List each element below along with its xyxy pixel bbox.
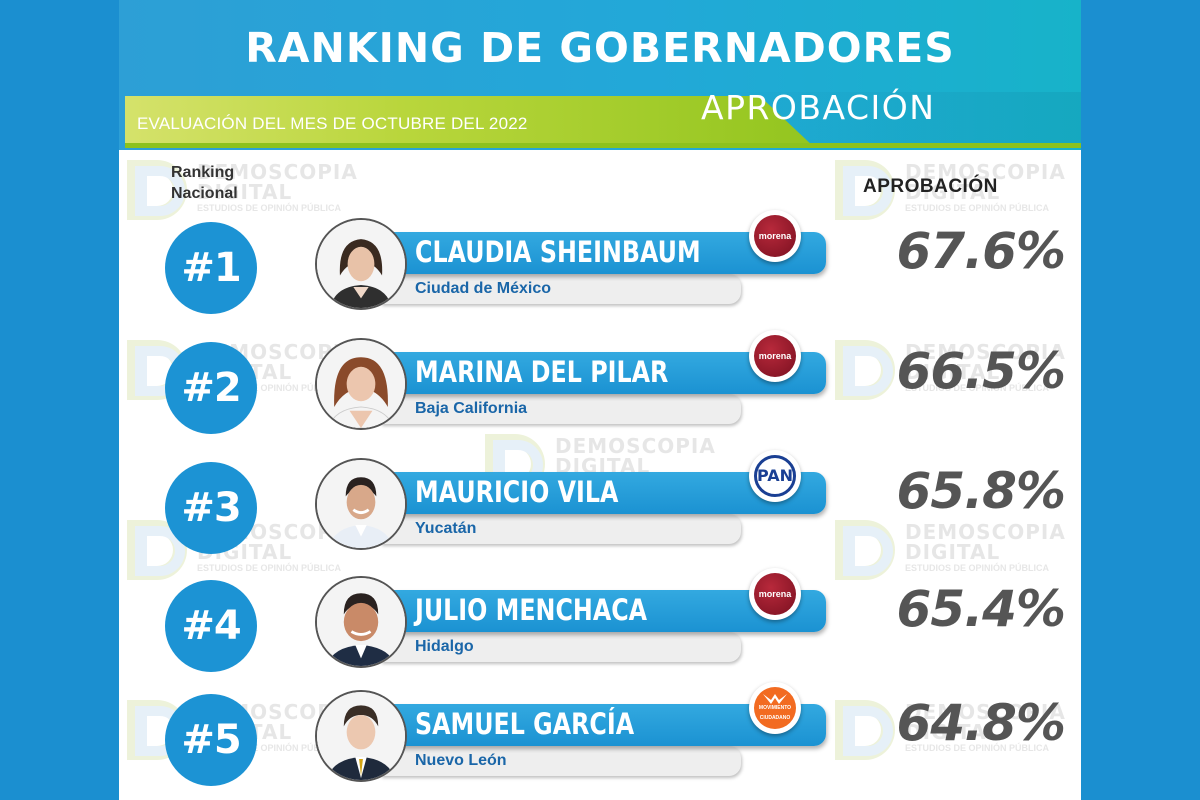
morena-logo-icon: morena [754,335,796,377]
approval-percent: 67.6% [896,222,1066,280]
rank-badge: #3 [165,462,257,554]
approval-percent: 64.8% [896,694,1066,752]
approval-heading: APROBACIÓN [701,88,936,127]
rank-badge: #2 [165,342,257,434]
morena-logo-icon: morena [754,215,796,257]
subtitle-band [125,96,815,148]
page-title: RANKING DE GOBERNADORES [245,24,955,72]
governor-name: MARINA DEL PILAR [415,355,669,389]
state-bar [381,274,741,304]
governor-name: JULIO MENCHACA [415,593,648,627]
party-logo: PAN [749,450,801,502]
state-bar [381,514,741,544]
governor-photo [315,576,407,668]
governor-name: SAMUEL GARCÍA [415,707,635,741]
header-banner: RANKING DE GOBERNADORES EVALUACIÓN DEL M… [119,0,1081,150]
ranking-column-heading: Ranking Nacional [171,164,238,202]
rank-badge: #5 [165,694,257,786]
governor-state: Ciudad de México [415,280,552,297]
governor-state: Nuevo León [415,752,507,769]
approval-percent: 66.5% [896,342,1066,400]
rank-badge: #1 [165,222,257,314]
subtitle: EVALUACIÓN DEL MES DE OCTUBRE DEL 2022 [137,114,528,133]
morena-logo-icon: morena [754,573,796,615]
state-bar [381,632,741,662]
ranking-row: #4 JULIO MENCHACA Hidalgo morena 65.4% [119,568,1081,685]
ranking-row: #1 CLAUDIA SHEINBAUM Ciudad de México mo… [119,210,1081,327]
party-logo: morena [749,210,801,262]
ranking-row: #3 MAURICIO VILA Yucatán PAN 65.8% [119,450,1081,567]
governor-state: Baja California [415,400,528,417]
governor-state: Hidalgo [415,638,474,655]
governor-photo [315,458,407,550]
ranking-row: #2 MARINA DEL PILAR Baja California more… [119,330,1081,447]
governor-photo [315,338,407,430]
state-bar [381,394,741,424]
header-divider [125,143,1081,148]
party-logo: morena [749,330,801,382]
approval-column-heading: APROBACIÓN [863,176,998,197]
governor-name: MAURICIO VILA [415,475,619,509]
approval-percent: 65.4% [896,580,1066,638]
governor-photo [315,218,407,310]
rank-badge: #4 [165,580,257,672]
pan-logo-icon: PAN [754,455,796,497]
state-bar [381,746,741,776]
governor-photo [315,690,407,782]
governor-state: Yucatán [415,520,477,537]
ranking-row: #5 SAMUEL GARCÍA Nuevo León MOVIMIENTO C… [119,682,1081,799]
party-logo: MOVIMIENTO CIUDADANO [749,682,801,734]
ranking-card: RANKING DE GOBERNADORES EVALUACIÓN DEL M… [119,0,1081,800]
approval-percent: 65.8% [896,462,1066,520]
governor-name: CLAUDIA SHEINBAUM [415,235,701,269]
party-logo: morena [749,568,801,620]
movimiento-ciudadano-logo-icon: MOVIMIENTO CIUDADANO [754,687,796,729]
